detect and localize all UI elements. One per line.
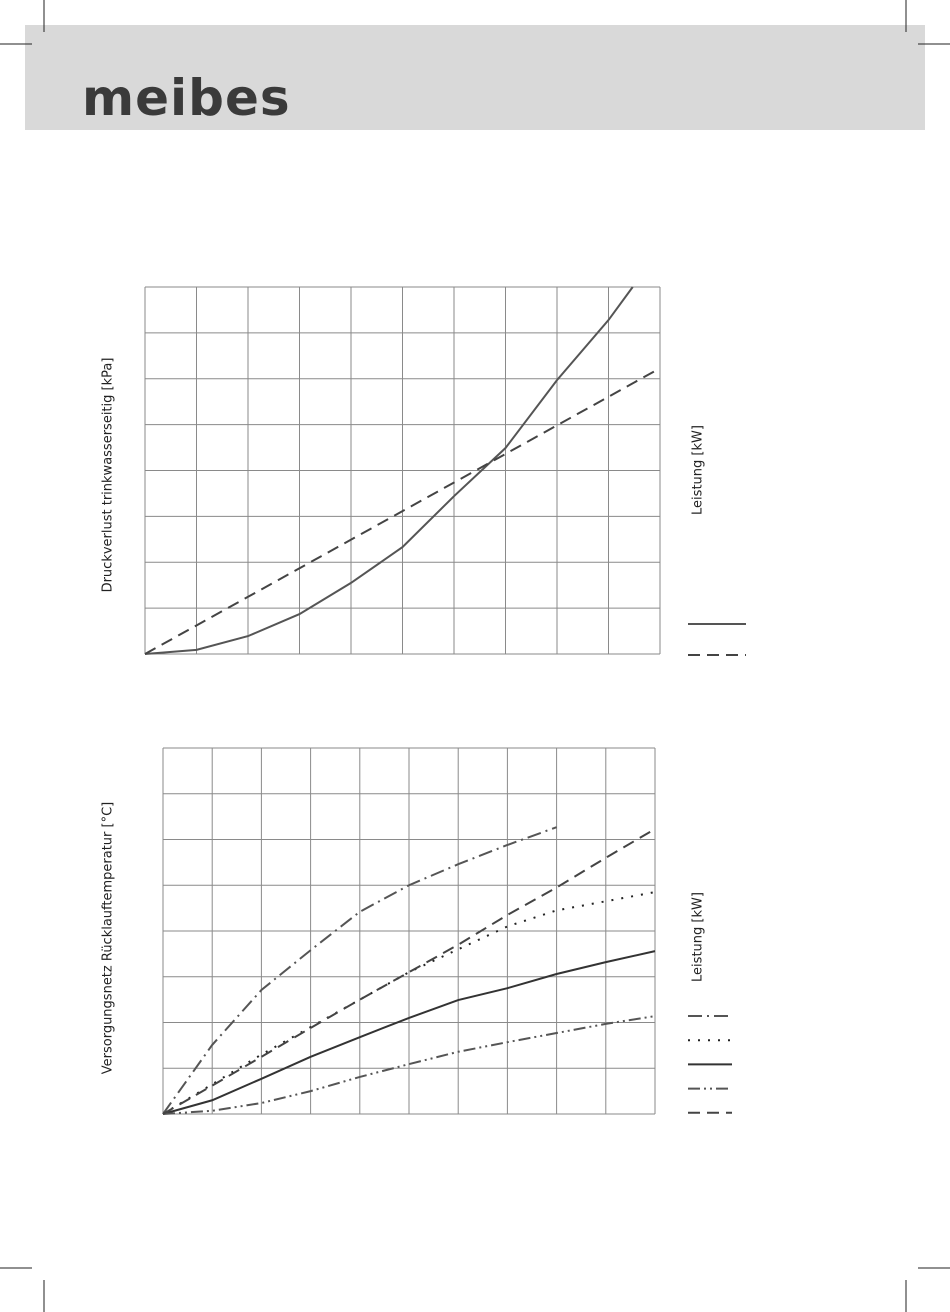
legend-title: Leistung [kW] xyxy=(691,425,706,515)
y-axis-label: Versorgungsnetz Rücklauftemperatur [°C] xyxy=(101,802,116,1075)
y-axis-label: Druckverlust trinkwasserseitig [kPa] xyxy=(101,358,116,593)
logo: meibes xyxy=(82,69,291,127)
legend-title: Leistung [kW] xyxy=(691,892,706,982)
header-band xyxy=(25,25,925,130)
series-line xyxy=(144,286,634,655)
series-line xyxy=(144,367,661,655)
series-line xyxy=(162,950,656,1115)
series-line xyxy=(162,826,557,1115)
series-line xyxy=(162,891,656,1115)
